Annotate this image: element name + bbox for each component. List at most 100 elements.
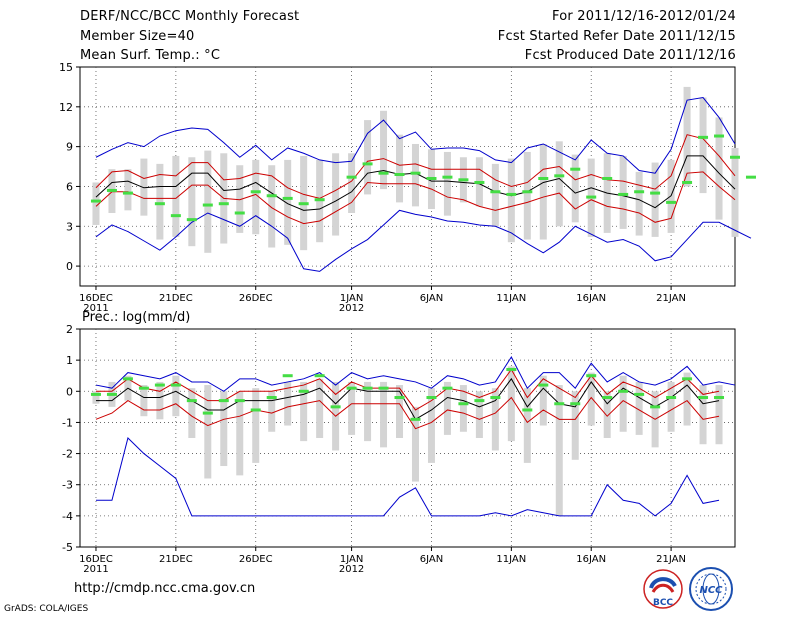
observed-marker: [154, 383, 165, 387]
spread-box: [475, 391, 483, 438]
spread-box: [284, 159, 292, 245]
observed-marker: [394, 396, 405, 400]
x-tick-label: 21DEC: [159, 554, 193, 565]
spread-box: [300, 381, 308, 442]
observed-marker: [458, 402, 469, 406]
observed-marker: [122, 191, 133, 195]
spread-box: [396, 385, 404, 438]
observed-marker: [106, 188, 117, 192]
x-tick-label: 16JAN: [576, 554, 606, 565]
observed-marker: [570, 167, 581, 171]
spread-box: [667, 159, 675, 233]
spread-box: [459, 385, 467, 432]
y-tick-label: -4: [62, 510, 73, 523]
forecast-period-label: For 2011/12/16-2012/01/24: [552, 9, 736, 24]
spread-box: [619, 375, 627, 432]
observed-marker: [362, 162, 373, 166]
observed-marker: [506, 367, 517, 371]
spread-box: [156, 381, 164, 420]
observed-marker: [666, 396, 677, 400]
observed-marker: [202, 411, 213, 415]
observed-marker: [378, 171, 389, 175]
observed-marker: [90, 392, 101, 396]
x-tick-year-label: 2011: [83, 564, 108, 575]
spread-box: [396, 134, 404, 203]
spread-box: [348, 381, 356, 435]
observed-marker: [538, 383, 549, 387]
y-tick-label: -3: [62, 479, 73, 492]
x-tick-label: 11JAN: [496, 554, 526, 565]
observed-marker: [730, 155, 740, 159]
spread-box: [252, 388, 260, 463]
observed-marker: [538, 176, 549, 180]
spread-box: [427, 388, 435, 463]
spread-box: [236, 165, 244, 233]
x-tick-label: 21DEC: [159, 293, 193, 304]
observed-marker: [554, 174, 565, 178]
spread-box: [507, 158, 515, 243]
series-line-lower-spread: [95, 396, 720, 430]
spread-box: [491, 163, 499, 227]
spread-box: [651, 162, 659, 237]
spread-box: [539, 143, 547, 240]
x-tick-year-label: 2012: [339, 303, 364, 314]
x-tick-label: 11JAN: [496, 293, 526, 304]
source-url[interactable]: http://cmdp.ncc.cma.gov.cn: [74, 581, 256, 596]
observed-marker: [745, 175, 756, 179]
series-line-min-envelope: [95, 437, 720, 517]
observed-marker: [554, 402, 565, 406]
spread-box: [92, 182, 100, 225]
spread-box: [172, 155, 180, 237]
fcst-produced-label: Fcst Produced Date 2011/12/16: [524, 48, 736, 63]
spread-box: [555, 141, 563, 227]
observed-marker: [458, 178, 469, 182]
observed-marker: [682, 377, 693, 381]
variable-label: Mean Surf. Temp.: °C: [80, 48, 221, 63]
y-tick-label: 0: [66, 385, 73, 398]
spread-box: [443, 151, 451, 216]
spread-box: [332, 153, 340, 236]
observed-marker: [442, 175, 453, 179]
observed-marker: [170, 214, 181, 218]
spread-box: [619, 155, 627, 229]
y-tick-label: 3: [66, 220, 73, 233]
spread-box: [539, 375, 547, 426]
observed-marker: [186, 218, 197, 222]
spread-box: [204, 385, 212, 479]
observed-marker: [474, 399, 485, 403]
observed-marker: [298, 389, 309, 393]
y-tick-label: -2: [62, 448, 73, 461]
spread-box: [699, 97, 707, 194]
x-tick-year-label: 2011: [83, 303, 108, 314]
observed-marker: [522, 190, 533, 194]
observed-marker: [298, 202, 309, 206]
x-tick-label: 21JAN: [656, 293, 686, 304]
bcc-logo-text: BCC: [653, 598, 673, 608]
member-size-label: Member Size=40: [80, 29, 195, 44]
observed-marker: [634, 392, 645, 396]
x-tick-label: 6JAN: [420, 554, 443, 565]
observed-marker: [506, 192, 517, 196]
observed-marker: [250, 190, 261, 194]
observed-marker: [138, 386, 149, 390]
spread-box: [507, 366, 515, 442]
observed-marker: [250, 408, 261, 412]
spread-box: [364, 381, 372, 442]
observed-marker: [474, 180, 485, 184]
observed-marker: [394, 173, 405, 177]
x-tick-label: 16JAN: [576, 293, 606, 304]
spread-box: [156, 163, 164, 240]
observed-marker: [410, 171, 421, 175]
spread-box: [140, 385, 148, 417]
y-tick-label: 2: [66, 323, 73, 336]
x-tick-year-label: 2012: [339, 564, 364, 575]
spread-box: [411, 143, 419, 207]
observed-marker: [618, 192, 629, 196]
spread-box: [635, 171, 643, 236]
spread-box: [587, 372, 595, 426]
spread-box: [555, 385, 563, 516]
observed-marker: [698, 396, 709, 400]
spread-box: [523, 388, 531, 463]
